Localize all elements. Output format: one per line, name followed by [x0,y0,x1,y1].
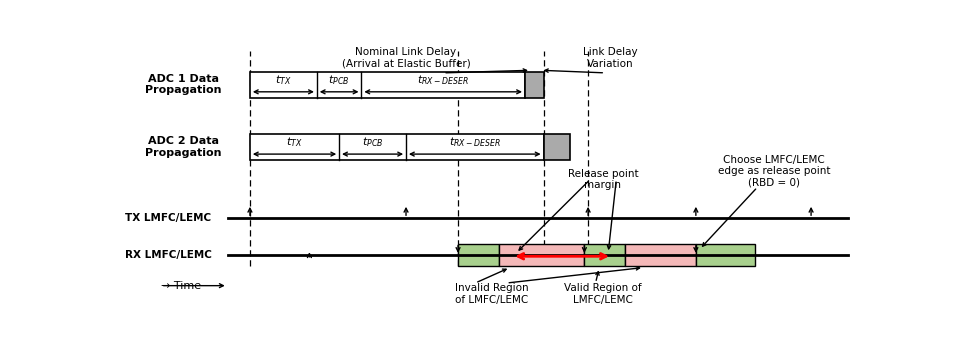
Text: ADC 1 Data
Propagation: ADC 1 Data Propagation [145,74,222,95]
Text: Nominal Link Delay
(Arrival at Elastic Buffer): Nominal Link Delay (Arrival at Elastic B… [341,47,471,68]
Text: $t_{RX-DESER}$: $t_{RX-DESER}$ [417,73,469,87]
Text: Valid Region of
LMFC/LEMC: Valid Region of LMFC/LEMC [564,283,642,305]
Text: Choose LMFC/LEMC
edge as release point
(RBD = 0): Choose LMFC/LEMC edge as release point (… [717,155,830,188]
Text: $t_{PCB}$: $t_{PCB}$ [328,73,350,87]
Bar [625,244,696,266]
Bar [250,71,525,97]
Text: $t_{TX}$: $t_{TX}$ [286,135,303,149]
Text: $t_{RX-DESER}$: $t_{RX-DESER}$ [449,135,501,149]
Text: $t_{PCB}$: $t_{PCB}$ [362,135,384,149]
Bar [696,244,756,266]
Bar [250,134,544,160]
Bar [544,134,570,160]
Bar [458,244,499,266]
Text: → Time: → Time [161,281,200,290]
Text: ADC 2 Data
Propagation: ADC 2 Data Propagation [145,136,222,158]
Text: Invalid Region
of LMFC/LEMC: Invalid Region of LMFC/LEMC [455,283,528,305]
Bar [499,244,584,266]
Text: Link Delay
Variation: Link Delay Variation [583,47,638,68]
Bar [525,71,544,97]
Text: Release point
margin: Release point margin [568,169,639,190]
Text: TX LMFC/LEMC: TX LMFC/LEMC [125,213,211,223]
Bar [584,244,625,266]
Text: RX LMFC/LEMC: RX LMFC/LEMC [125,249,212,259]
Text: $t_{TX}$: $t_{TX}$ [275,73,292,87]
